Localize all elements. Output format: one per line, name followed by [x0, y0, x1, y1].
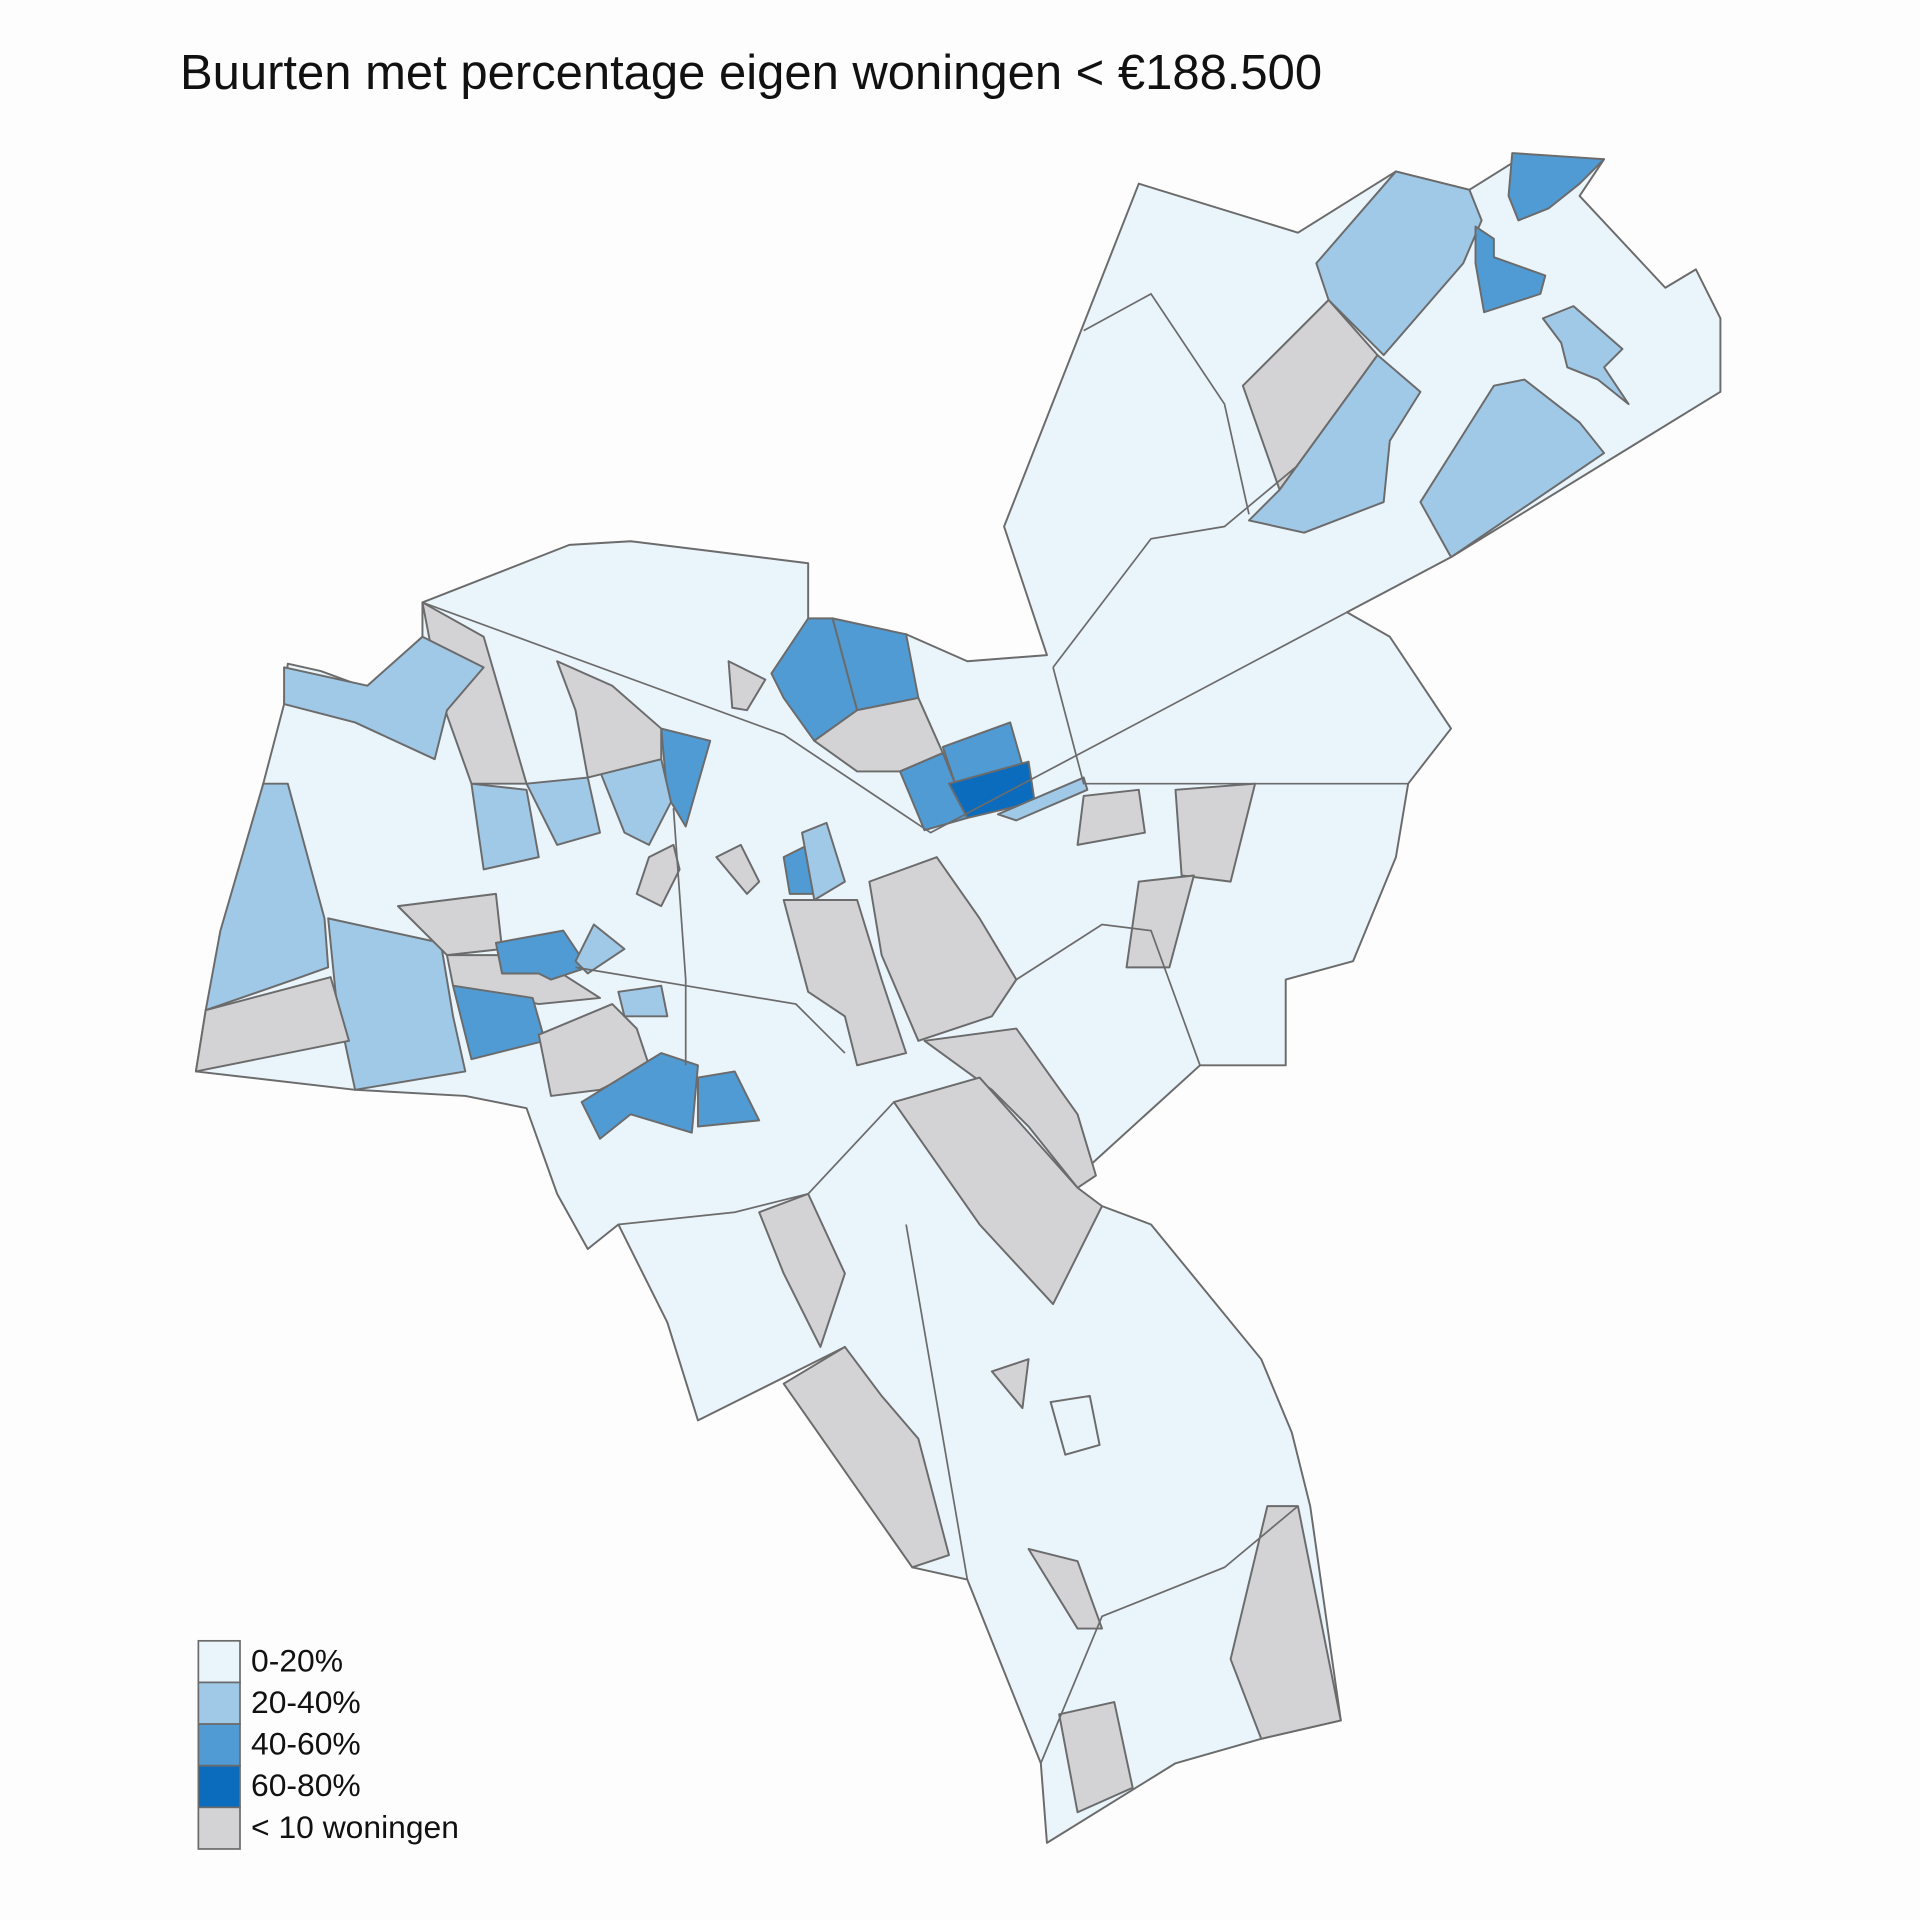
boundary — [575, 966, 846, 1054]
map-regions — [194, 152, 1722, 1844]
region — [868, 856, 1018, 1042]
boundary — [1015, 923, 1201, 1066]
boundary — [1052, 667, 1409, 785]
map-title: Buurten met percentage eigen woningen < … — [180, 46, 1322, 100]
region — [194, 976, 350, 1073]
boundary — [905, 1224, 969, 1580]
region — [782, 899, 908, 1067]
region — [990, 1358, 1030, 1410]
region — [204, 782, 330, 1012]
legend-swatch — [197, 1723, 241, 1767]
region — [1419, 378, 1606, 559]
boundary — [1040, 1505, 1299, 1764]
region — [1049, 1394, 1101, 1456]
region — [1174, 782, 1257, 883]
region — [801, 821, 846, 901]
legend-swatch — [197, 1681, 241, 1725]
region — [556, 660, 663, 779]
region — [923, 1027, 1097, 1189]
region — [1125, 874, 1195, 969]
legend-label: 40-60% — [251, 1726, 361, 1762]
boundary — [1052, 464, 1299, 668]
legend-label: 60-80% — [251, 1767, 361, 1803]
region — [696, 1070, 761, 1128]
region — [635, 843, 681, 908]
region — [996, 776, 1089, 822]
boundary — [618, 1101, 895, 1226]
legend-label: 20-40% — [251, 1684, 361, 1720]
boundary — [672, 808, 687, 1066]
region — [494, 929, 589, 981]
region — [283, 635, 485, 761]
legend-label: 0-20% — [251, 1642, 343, 1678]
region — [1507, 152, 1606, 222]
region — [1248, 354, 1422, 534]
region — [758, 1192, 846, 1348]
region — [1027, 1548, 1104, 1630]
legend-swatch — [197, 1764, 241, 1809]
region — [1474, 225, 1547, 314]
region — [617, 984, 669, 1018]
region — [1076, 788, 1146, 846]
region — [782, 1345, 950, 1569]
legend-swatch — [197, 1639, 241, 1684]
boundary — [1083, 292, 1250, 515]
region — [525, 776, 601, 846]
legend-swatch — [197, 1806, 241, 1850]
legend-label: < 10 woningen — [251, 1809, 459, 1845]
region — [715, 843, 761, 895]
boundary — [422, 601, 1348, 834]
legend: 0-20% 20-40% 40-60% 60-80% < 10 woningen — [197, 1639, 459, 1850]
region — [892, 1076, 1104, 1306]
region — [574, 923, 626, 975]
region — [1058, 1701, 1134, 1814]
region — [470, 782, 540, 871]
region — [1541, 305, 1630, 406]
region — [580, 1052, 699, 1140]
region — [727, 660, 767, 712]
region — [1229, 1505, 1342, 1740]
